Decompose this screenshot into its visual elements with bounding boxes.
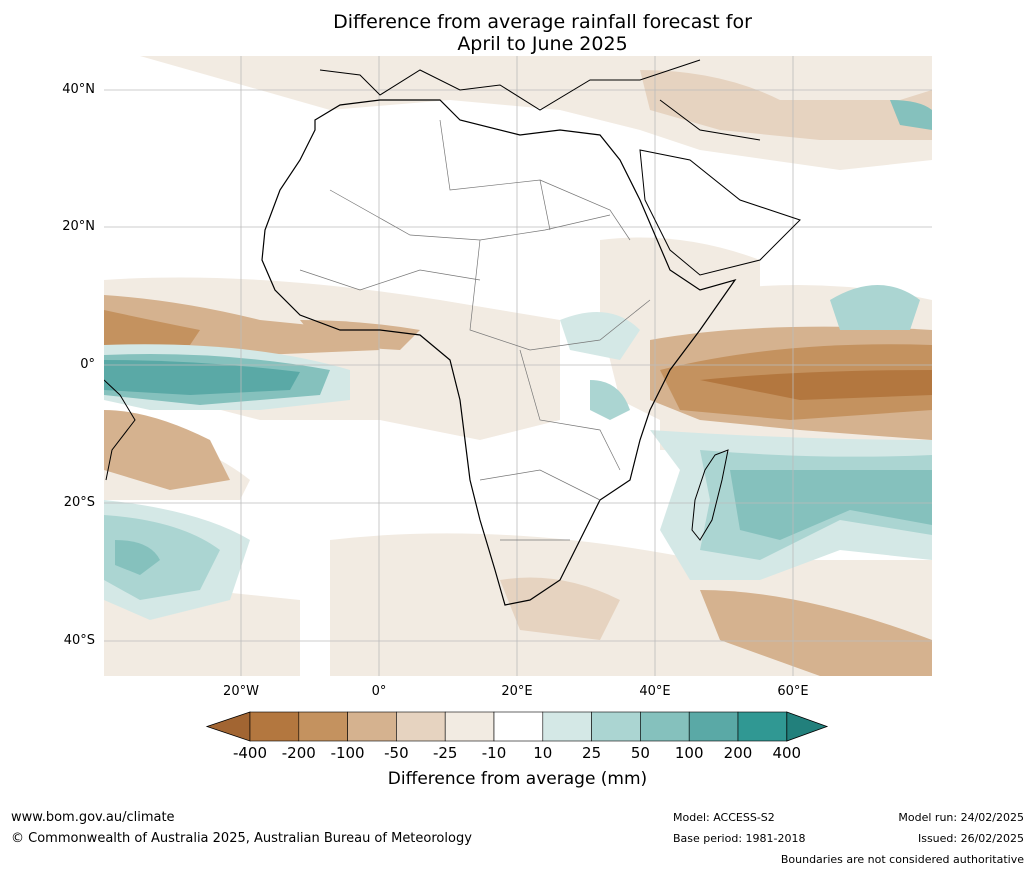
europe-coastline <box>319 59 761 141</box>
south-america-coast <box>104 379 136 481</box>
colorbar-swatch <box>591 711 641 742</box>
colorbar-swatch <box>688 711 739 742</box>
lat-label-20s: 20°S <box>63 495 95 510</box>
colorbar-tick-label: -10 <box>481 744 507 762</box>
footer-boundaries-note: Boundaries are not considered authoritat… <box>780 853 1024 866</box>
colorbar-tick-label: -50 <box>384 744 409 762</box>
colorbar-tick-label: -400 <box>232 744 268 762</box>
lat-label-20n: 20°N <box>62 219 95 234</box>
footer-issued: Issued: 26/02/2025 <box>917 832 1024 845</box>
footer-base-period: Base period: 1981-2018 <box>673 832 806 845</box>
footer-model: Model: ACCESS-S2 <box>673 811 775 824</box>
anomaly-field <box>104 56 932 676</box>
colorbar-arrow-high <box>786 711 829 742</box>
lon-label-0: 0° <box>371 684 387 699</box>
colorbar-swatch <box>249 711 300 742</box>
colorbar-swatch <box>542 711 592 742</box>
colorbar-swatch <box>737 711 788 742</box>
colorbar-tick-label: 400 <box>772 744 802 762</box>
lon-label-20e: 20°E <box>501 684 533 699</box>
lat-label-0: 0° <box>80 357 95 372</box>
lon-label-60e: 60°E <box>777 684 809 699</box>
footer-copyright: © Commonwealth of Australia 2025, Austra… <box>11 831 472 846</box>
colorbar-arrow-low <box>205 711 251 742</box>
country-borders <box>299 119 651 541</box>
colorbar-tick-label: 200 <box>723 744 753 762</box>
map-title-line2: April to June 2025 <box>457 33 628 55</box>
lat-label-40s: 40°S <box>63 633 95 648</box>
colorbar-swatch <box>298 711 348 742</box>
arabia-coastline <box>639 149 801 276</box>
colorbar-swatch <box>347 711 397 742</box>
colorbar-tick-label: 100 <box>674 744 704 762</box>
colorbar <box>205 711 829 742</box>
colorbar-tick-label: -25 <box>432 744 458 762</box>
footer-url[interactable]: www.bom.gov.au/climate <box>11 810 175 825</box>
colorbar-swatch <box>493 711 544 742</box>
colorbar-tick-label: -200 <box>281 744 316 762</box>
colorbar-tick-label: 25 <box>582 744 602 762</box>
colorbar-swatch <box>396 711 446 742</box>
colorbar-tick-label: 50 <box>630 744 650 762</box>
madagascar-coastline <box>691 449 729 541</box>
map-title-line1: Difference from average rainfall forecas… <box>333 11 752 33</box>
colorbar-swatch <box>444 711 495 742</box>
footer-model-run: Model run: 24/02/2025 <box>898 811 1024 824</box>
colorbar-tick-label: 10 <box>533 744 553 762</box>
africa-coastline <box>261 99 737 606</box>
colorbar-title: Difference from average (mm) <box>387 769 648 789</box>
lon-label-40e: 40°E <box>639 684 671 699</box>
colorbar-tick-label: -100 <box>330 744 365 762</box>
lat-label-40n: 40°N <box>62 82 95 97</box>
colorbar-swatch <box>640 711 690 742</box>
lon-label-20w: 20°W <box>223 684 259 699</box>
